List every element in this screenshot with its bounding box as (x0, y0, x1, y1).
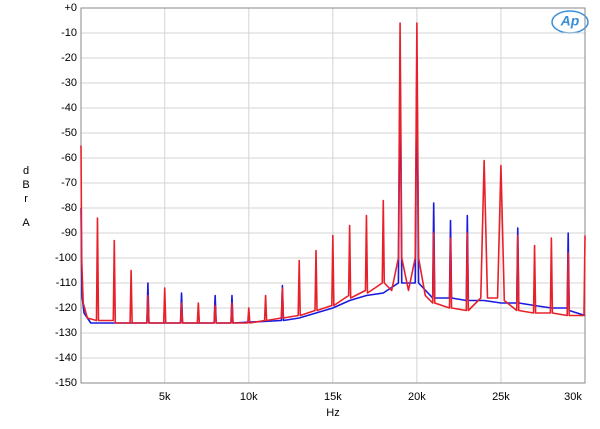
x-tick-label: 5k (159, 391, 171, 403)
x-tick-label: 10k (240, 391, 258, 403)
y-tick-label: -60 (61, 152, 77, 164)
y-tick-label: -20 (61, 52, 77, 64)
y-tick-label: -40 (61, 102, 77, 114)
logo: Ap (551, 10, 589, 34)
x-tick-label: 25k (492, 391, 510, 403)
y-tick-label: -90 (61, 227, 77, 239)
y-tick-label: -140 (55, 352, 77, 364)
logo-text: Ap (560, 13, 580, 29)
y-tick-label: -150 (55, 377, 77, 389)
x-tick-label: 20k (408, 391, 426, 403)
y-tick-label: -50 (61, 127, 77, 139)
y-tick-label: -100 (55, 252, 77, 264)
y-tick-label: -110 (56, 277, 77, 289)
y-tick-label: -70 (61, 177, 77, 189)
x-tick-label: 15k (324, 391, 342, 403)
series-line (80, 22, 586, 324)
y-tick-label: -120 (55, 302, 77, 314)
y-tick-label: -10 (61, 27, 77, 39)
y-tick-label: +0 (64, 2, 77, 14)
x-tick-label: 30k (564, 391, 582, 403)
x-axis-label: Hz (326, 407, 339, 419)
y-axis-label: dBr (20, 165, 32, 207)
y-tick-label: -130 (55, 327, 77, 339)
y-tick-label: -80 (61, 202, 77, 214)
y-tick-label: -30 (61, 77, 77, 89)
y-axis-label: A (22, 217, 30, 229)
